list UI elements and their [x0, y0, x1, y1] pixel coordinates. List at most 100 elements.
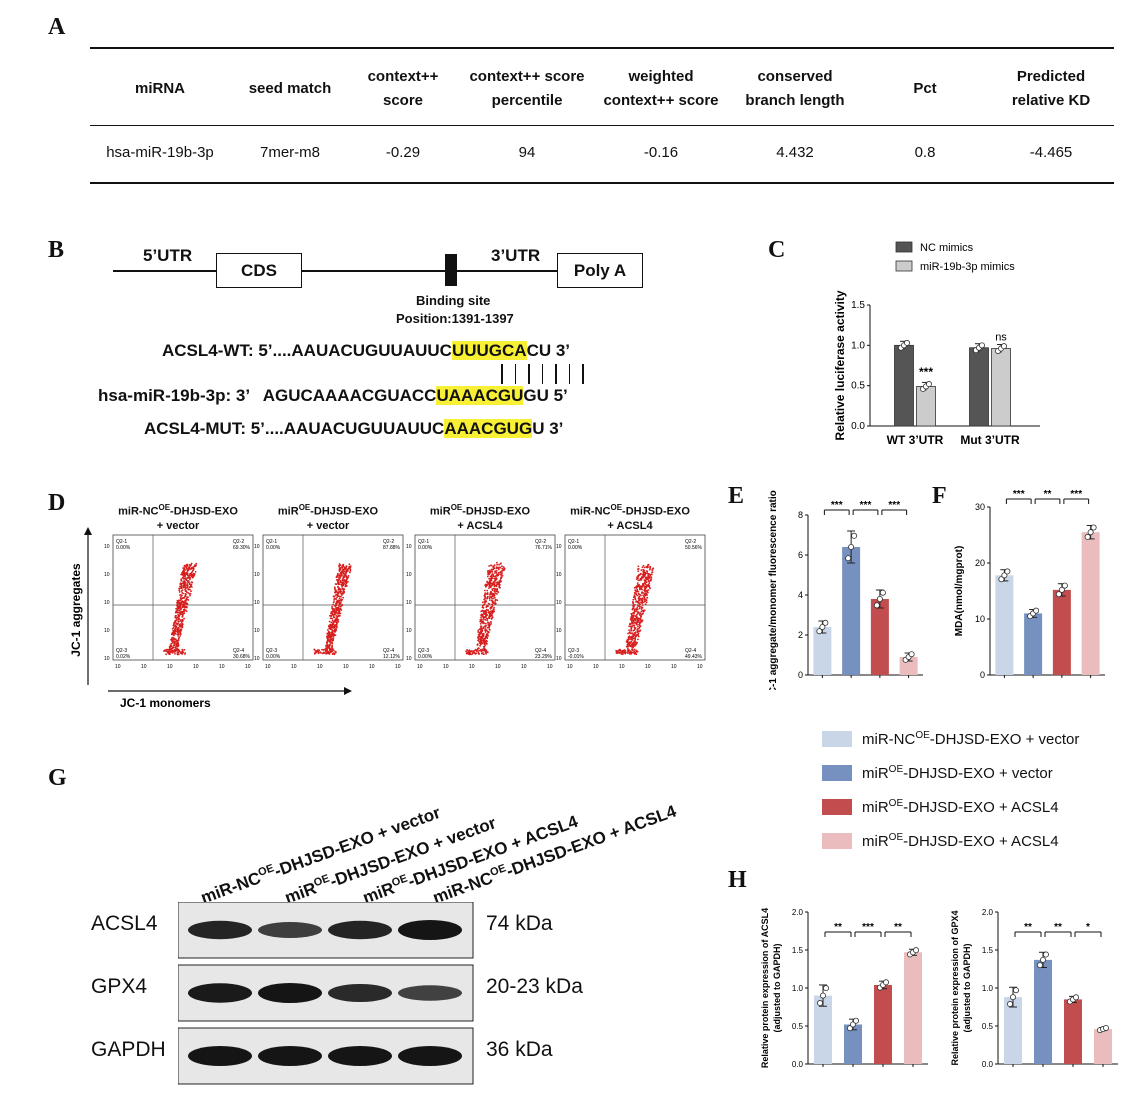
- header-line: percentile: [491, 92, 563, 109]
- quadrant-value: 12.12%: [383, 654, 401, 660]
- data-point: [1013, 987, 1020, 994]
- table-header-cell: seed match: [200, 77, 380, 101]
- x-tick-label: Mut 3’UTR: [960, 433, 1020, 447]
- x-tick-label: 10: [593, 664, 599, 670]
- binding-site-label: Binding site: [416, 293, 491, 308]
- y-tick-label: 0.0: [851, 421, 865, 432]
- bar: [1064, 999, 1082, 1064]
- quadrant-value: 87.88%: [383, 545, 401, 551]
- x-tick-label: 10: [167, 664, 173, 670]
- jc1-ratio-chart: 0 2 4 6 8 JC-1 aggregate/monomer fluorescence…: [768, 490, 923, 690]
- y-tick-label: 1.0: [792, 984, 804, 993]
- quadrant-name: Q2-1: [266, 539, 277, 545]
- panel-label-a: A: [48, 14, 66, 40]
- bar: [894, 344, 914, 427]
- blot-band: [258, 922, 322, 938]
- pair-line: [514, 364, 516, 384]
- table-header-cell: weighted context++ score: [571, 65, 751, 113]
- y-tick-label: 1.5: [851, 300, 865, 311]
- x-tick-label: 10: [443, 664, 449, 670]
- legend-label: miROE-DHJSD-EXO + vector: [862, 764, 1053, 782]
- y-tick-label: 2: [798, 630, 803, 640]
- data-point: [1010, 994, 1017, 1001]
- data-point: [1073, 994, 1080, 1001]
- x-tick-label: 10: [697, 664, 703, 670]
- x-tick-label: 10: [245, 664, 251, 670]
- x-tick-label: 10: [671, 664, 677, 670]
- bar: [1034, 959, 1052, 1064]
- blot-band: [188, 920, 252, 940]
- sig-label: **: [1054, 922, 1062, 933]
- bar: [870, 599, 889, 675]
- y-axis-label: Relative protein expression of ACSL4: [760, 908, 770, 1068]
- panel-label-e: E: [728, 483, 745, 509]
- legend-label: miROE-DHJSD-EXO + ACSL4: [862, 798, 1059, 816]
- quadrant-name: Q2-1: [568, 539, 579, 545]
- pair-line: [582, 364, 584, 384]
- data-point: [1061, 582, 1068, 589]
- blot-band: [328, 920, 392, 940]
- data-point: [1084, 533, 1091, 540]
- table-cell: 7mer-m8: [259, 144, 320, 161]
- gpx4-expression-chart: 0.0 0.5 1.0 1.5 2.0 Relative protein expressi…: [950, 908, 1118, 1069]
- data-point: [1033, 607, 1040, 614]
- mirna-sequence: hsa-miR-19b-3p: 3’ AGUCAAAACGUACCUAAACGU…: [98, 386, 568, 405]
- bar: [995, 575, 1014, 675]
- legend-swatch: [895, 260, 913, 272]
- bar: [842, 547, 861, 675]
- blot-band: [398, 985, 462, 1001]
- x-tick-label: 10: [115, 664, 121, 670]
- y-tick-label: 0: [798, 670, 803, 680]
- binding-site-marker: [445, 254, 457, 286]
- data-point: [848, 544, 855, 551]
- sig-label: ***: [1070, 490, 1082, 500]
- legend-label: miROE-DHJSD-EXO + ACSL4: [862, 832, 1059, 850]
- data-point: [926, 381, 933, 388]
- header-line: score: [382, 92, 424, 109]
- quadrant-value: 0.00%: [418, 654, 433, 660]
- arrow-head: [84, 527, 92, 535]
- panel-label-b: B: [48, 237, 65, 263]
- mrna-line: [113, 270, 643, 272]
- blot-image: [178, 902, 474, 1085]
- header-line: Predicted: [1016, 68, 1086, 85]
- sig-label: ***: [1013, 490, 1025, 500]
- quadrant-name: Q2-3: [568, 648, 579, 654]
- data-point: [1087, 529, 1094, 536]
- quadrant-value: 0.00%: [418, 545, 433, 551]
- quadrant-name: Q2-2: [535, 539, 546, 545]
- y-axis-label: Relative protein expression of GPX4: [950, 910, 960, 1065]
- y-tick-label: 10: [406, 628, 412, 634]
- y-tick-label: 0.0: [792, 1060, 804, 1069]
- pair-line: [568, 364, 570, 384]
- quadrant-value: 0.00%: [568, 545, 583, 551]
- y-tick-label: 0.5: [851, 381, 865, 392]
- cds-box: CDS: [216, 253, 302, 288]
- panel-label-f: F: [932, 483, 947, 509]
- legend-item: miROE-DHJSD-EXO + ACSL4: [822, 831, 1059, 851]
- y-tick-label: 10: [406, 600, 412, 606]
- x-tick-label: 10: [291, 664, 297, 670]
- bar: [1094, 1029, 1112, 1064]
- sig-label: **: [834, 922, 842, 933]
- acsl4-wt-sequence: ACSL4-WT: 5’....AAUACUGUUAUUCUUUGCACU 3’: [162, 341, 571, 360]
- acsl4-expression-chart: 0.0 0.5 1.0 1.5 2.0 Relative protein expressi…: [760, 908, 928, 1069]
- quadrant-name: Q2-2: [383, 539, 394, 545]
- legend-swatch: [895, 241, 913, 253]
- quadrant-name: Q2-4: [685, 648, 696, 654]
- data-point: [851, 532, 858, 539]
- quadrant-name: Q2-4: [383, 648, 394, 654]
- bar: [1052, 589, 1071, 675]
- table-header-cell: Predicted relative KD: [961, 65, 1140, 113]
- data-point: [1043, 951, 1050, 958]
- x-tick-label: 10: [521, 664, 527, 670]
- quadrant-value: 30.68%: [233, 654, 251, 660]
- data-point: [1055, 591, 1062, 598]
- bar: [844, 1024, 862, 1064]
- sig-label: ***: [888, 500, 900, 511]
- blot-band: [328, 984, 392, 1002]
- scatter-cloud: [465, 561, 506, 656]
- y-tick-label: 1.5: [792, 946, 804, 955]
- header-line: context++ score: [469, 68, 585, 85]
